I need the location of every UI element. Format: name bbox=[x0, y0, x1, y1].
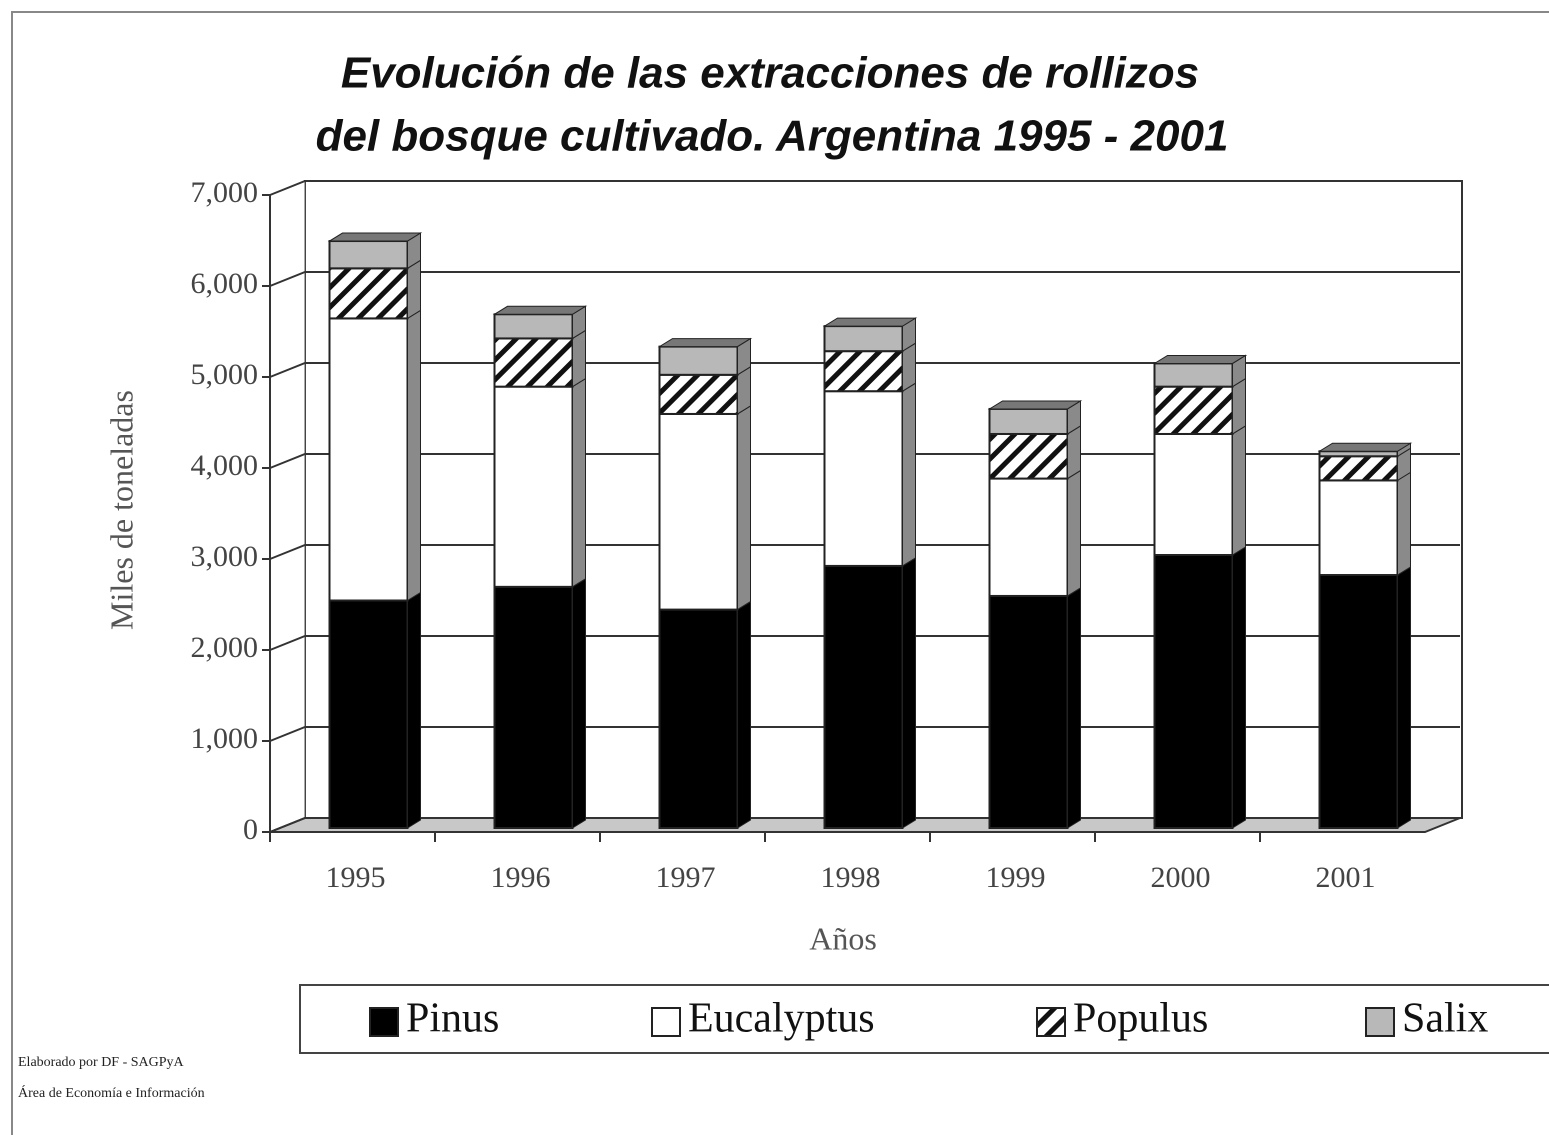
bar-segment bbox=[823, 564, 904, 829]
y-tick-label: 0 bbox=[243, 813, 258, 846]
bar-segment bbox=[328, 317, 409, 602]
bar-segment bbox=[823, 350, 904, 393]
grid-line bbox=[269, 271, 1460, 287]
bar-side bbox=[902, 382, 916, 567]
legend-swatch bbox=[369, 1007, 399, 1037]
legend-label: Populus bbox=[1073, 996, 1208, 1042]
bar-side bbox=[407, 309, 421, 602]
y-tick-label: 2,000 bbox=[191, 631, 259, 664]
y-tick-label: 3,000 bbox=[191, 540, 259, 573]
bar-side bbox=[1067, 469, 1081, 597]
bar-segment bbox=[988, 432, 1069, 480]
bar-side bbox=[407, 259, 421, 320]
bar-side bbox=[572, 329, 586, 388]
bar-side bbox=[1067, 587, 1081, 829]
bar-segment bbox=[1318, 450, 1399, 458]
bar-segment bbox=[328, 599, 409, 829]
grid-line bbox=[269, 362, 1460, 378]
bar-segment bbox=[1153, 554, 1234, 829]
bar-segment bbox=[658, 412, 739, 611]
bar-segment bbox=[1153, 432, 1234, 556]
bar-segment bbox=[658, 345, 739, 376]
bar-segment bbox=[1318, 455, 1399, 482]
x-tick-label: 2001 bbox=[1316, 861, 1376, 894]
y-tick-label: 4,000 bbox=[191, 449, 259, 482]
bar-top bbox=[1152, 354, 1248, 364]
bar-side bbox=[1232, 377, 1246, 435]
legend-label: Eucalyptus bbox=[688, 996, 875, 1042]
bar-segment bbox=[1318, 479, 1399, 577]
bar-segment bbox=[328, 267, 409, 320]
y-axis-label: Miles de toneladas bbox=[103, 390, 139, 630]
bar-side bbox=[1397, 471, 1411, 576]
bar-segment bbox=[658, 373, 739, 415]
bar-segment bbox=[493, 337, 574, 388]
bar-top bbox=[822, 317, 918, 327]
bar-segment bbox=[493, 313, 574, 340]
bar-segment bbox=[988, 407, 1069, 435]
frame bbox=[11, 11, 1549, 1135]
legend-swatch bbox=[651, 1007, 681, 1037]
bar-top bbox=[1317, 442, 1413, 452]
x-axis-label: Años bbox=[809, 920, 877, 956]
bar-segment bbox=[1153, 385, 1234, 435]
bar-segment bbox=[1153, 362, 1234, 388]
bar-side bbox=[1232, 546, 1246, 829]
bar-side bbox=[1397, 566, 1411, 829]
y-tick-label: 1,000 bbox=[191, 722, 259, 755]
bar-segment bbox=[988, 477, 1069, 597]
y-tick-label: 6,000 bbox=[191, 267, 259, 300]
legend-label: Salix bbox=[1402, 996, 1488, 1042]
bar-top bbox=[987, 400, 1083, 410]
bar-top bbox=[492, 305, 588, 315]
bar-side bbox=[902, 557, 916, 829]
chart-title: Evolución de las extracciones de rollizo… bbox=[341, 49, 1199, 98]
bar-side bbox=[572, 377, 586, 588]
bar-side bbox=[737, 600, 751, 829]
bar-segment bbox=[493, 385, 574, 588]
y-tick-label: 7,000 bbox=[191, 176, 259, 209]
legend-swatch bbox=[1036, 1007, 1066, 1037]
bar-side bbox=[1232, 425, 1246, 556]
bar-side bbox=[737, 405, 751, 611]
bar-side bbox=[1067, 425, 1081, 480]
chart-title: del bosque cultivado. Argentina 1995 - 2… bbox=[316, 112, 1229, 161]
x-tick-label: 1997 bbox=[656, 861, 716, 894]
bar-top bbox=[327, 232, 423, 242]
grid-line bbox=[269, 180, 1460, 196]
legend-label: Pinus bbox=[406, 996, 499, 1042]
note: Elaborado por DF - SAGPyA bbox=[18, 1055, 185, 1070]
bar-side bbox=[572, 577, 586, 829]
bar-side bbox=[407, 591, 421, 829]
bar-segment bbox=[1318, 574, 1399, 830]
note: Área de Economía e Información bbox=[18, 1084, 205, 1101]
x-tick-label: 1995 bbox=[326, 861, 386, 894]
x-tick-label: 2000 bbox=[1151, 861, 1211, 894]
bar-segment bbox=[658, 608, 739, 829]
bar-segment bbox=[328, 240, 409, 270]
bar-segment bbox=[988, 594, 1069, 830]
x-tick-label: 1996 bbox=[491, 861, 551, 894]
x-tick-label: 1999 bbox=[986, 861, 1046, 894]
bar-segment bbox=[493, 585, 574, 829]
x-tick-label: 1998 bbox=[821, 861, 881, 894]
bar-segment bbox=[823, 390, 904, 567]
bar-top bbox=[657, 338, 753, 348]
legend-swatch bbox=[1365, 1007, 1395, 1037]
legend-box bbox=[299, 984, 1549, 1054]
bar-segment bbox=[823, 325, 904, 353]
y-tick-label: 5,000 bbox=[191, 358, 259, 391]
